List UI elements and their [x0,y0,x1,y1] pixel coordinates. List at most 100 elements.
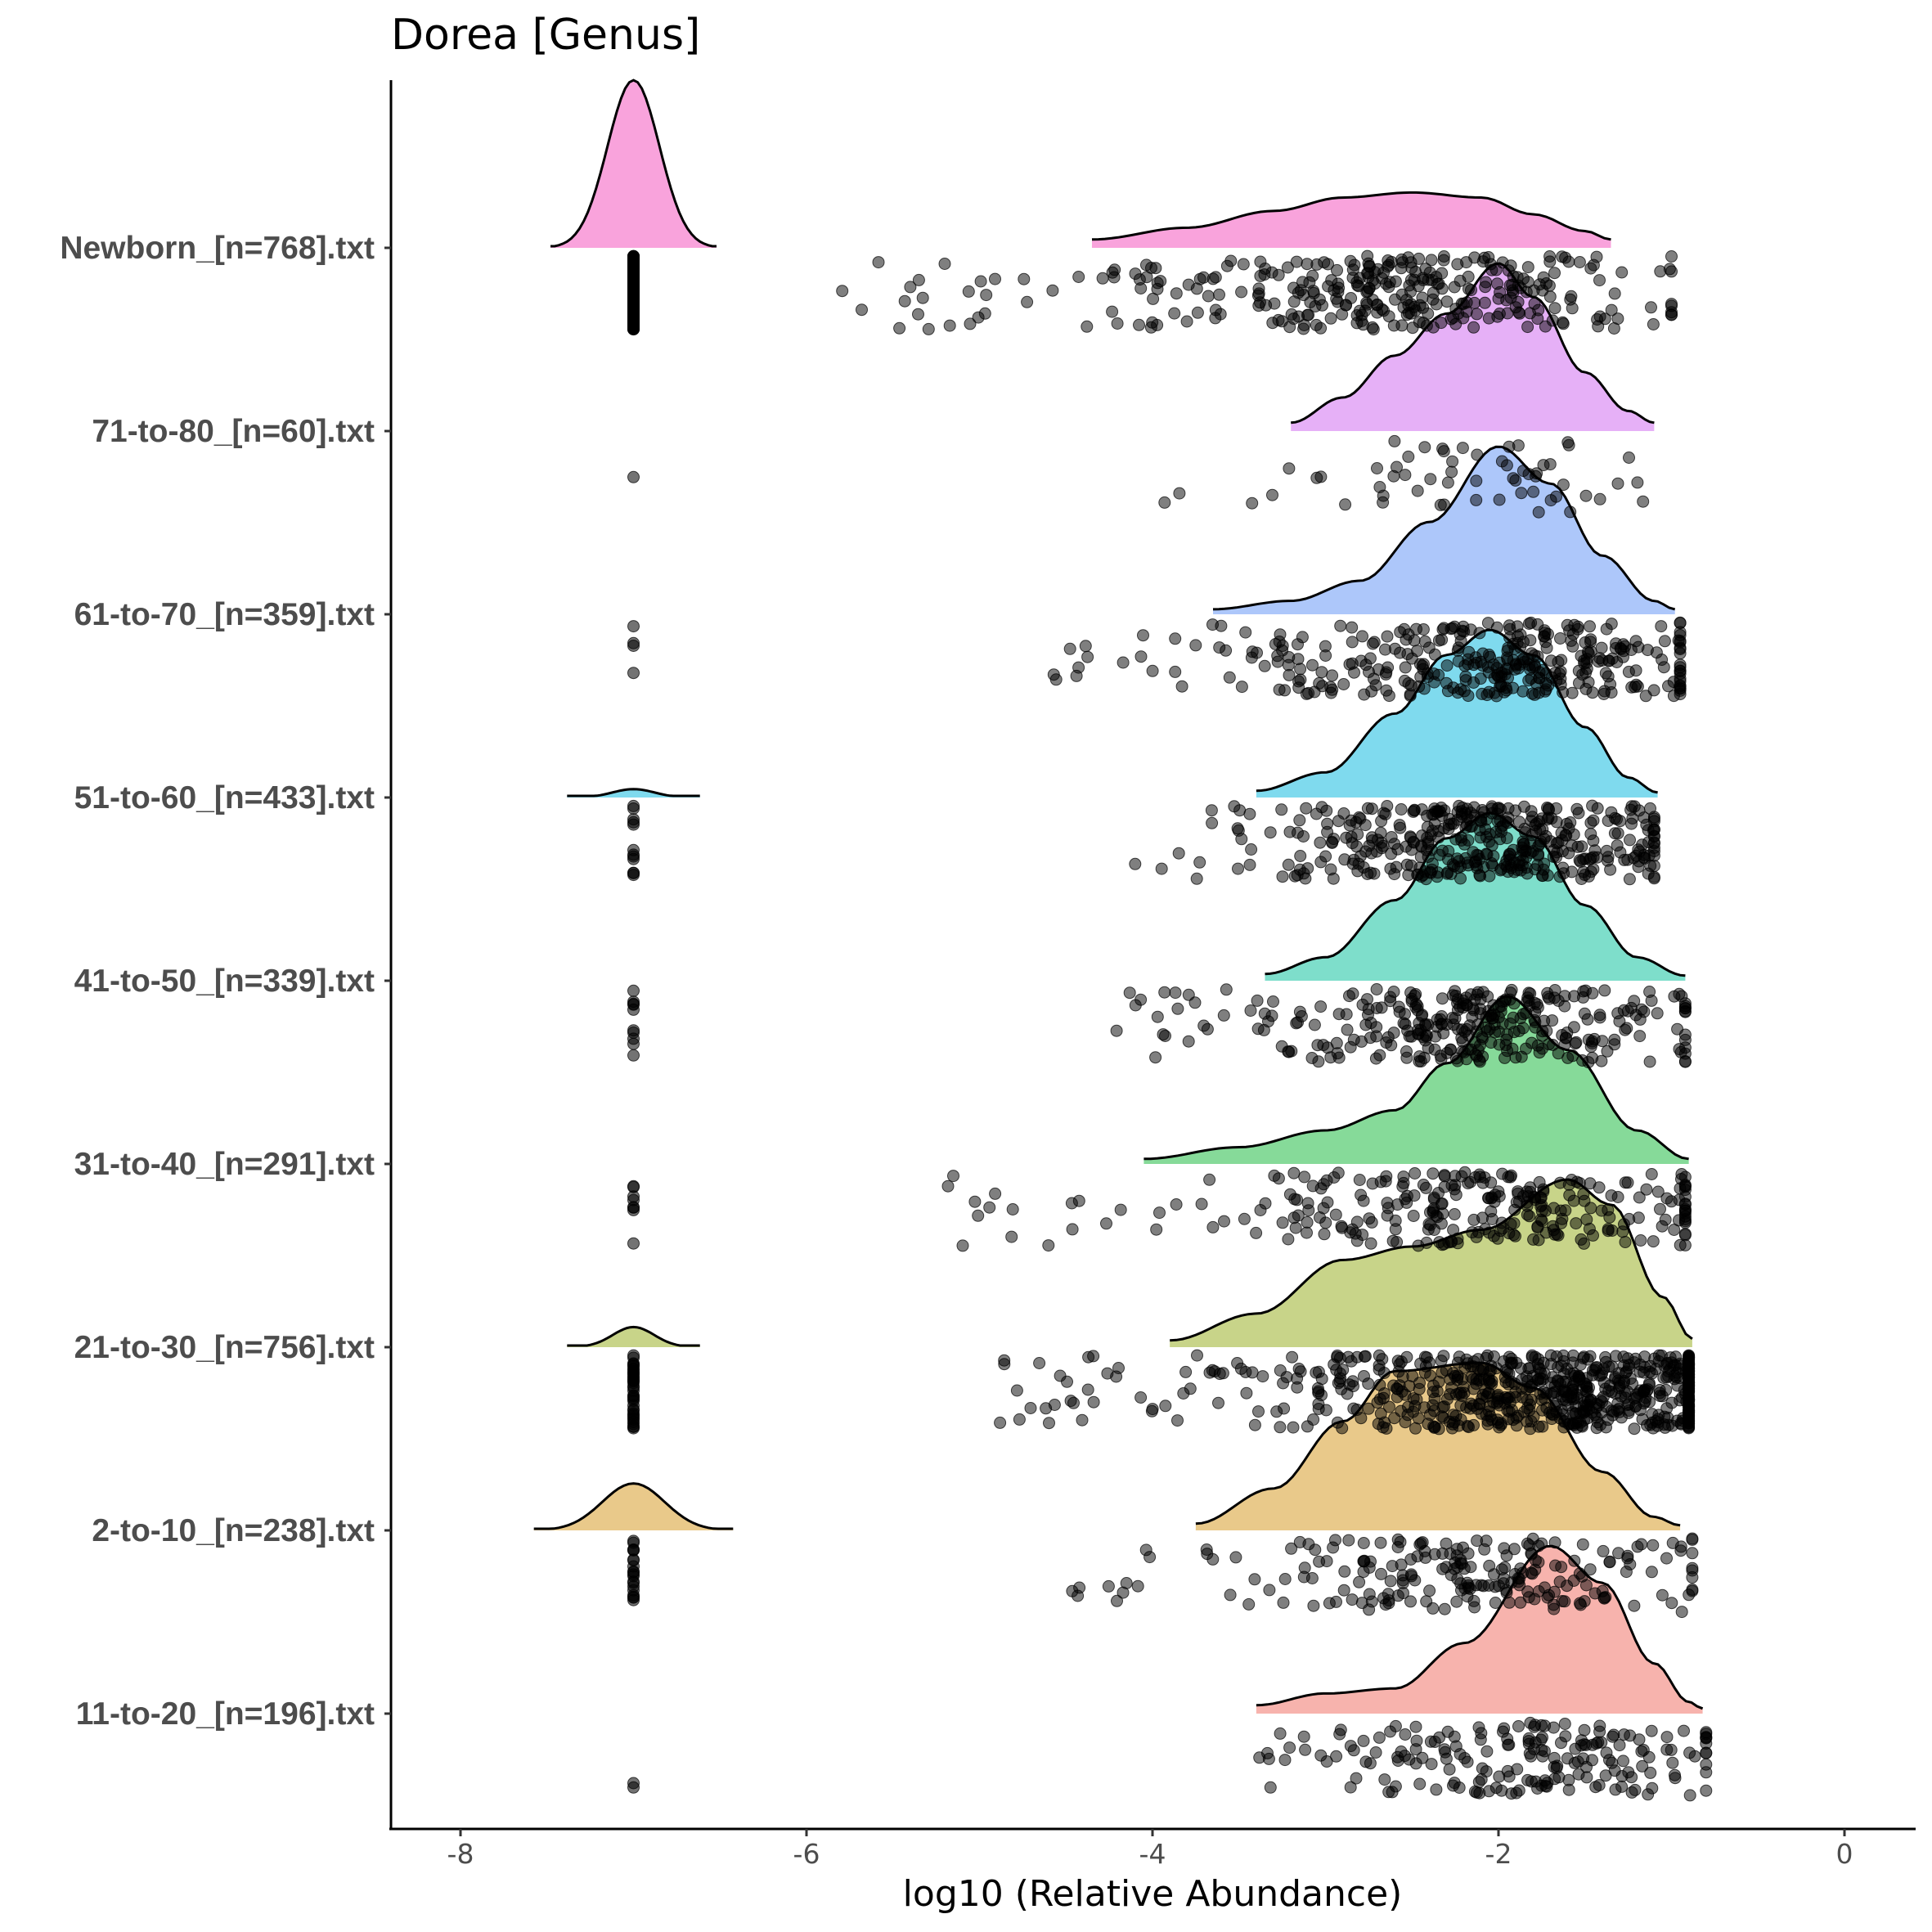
data-point [1342,1534,1355,1547]
data-point [1240,1386,1253,1400]
data-point [1381,630,1394,643]
data-point [1584,851,1597,865]
y-tick-label: 71-to-80_[n=60].txt [92,414,375,449]
data-point [1479,1223,1492,1236]
data-point [1482,251,1495,263]
data-point [1531,1220,1544,1233]
data-point [1380,684,1393,697]
data-point [1422,641,1436,654]
data-point [983,1201,996,1214]
data-point [1521,1394,1534,1407]
data-point [1555,1561,1568,1574]
data-point [1336,1221,1349,1234]
data-point [1301,1226,1313,1239]
data-point [1462,270,1475,283]
data-point [1619,1176,1632,1189]
data-point [1584,828,1597,841]
data-point [1567,1575,1580,1587]
data-point [1654,265,1667,278]
data-point [1555,1217,1568,1229]
data-point [1292,675,1305,688]
data-point [1637,495,1650,508]
data-point [1440,676,1453,690]
data-point [1609,1783,1622,1796]
data-point [1623,873,1636,886]
data-point [1420,1595,1433,1608]
zero-point [627,984,640,997]
data-point [1630,1391,1643,1404]
data-point [1595,1736,1608,1749]
data-point [1081,320,1094,333]
data-point [1566,640,1579,653]
data-point [1619,1023,1632,1036]
data-point [1371,833,1384,847]
data-point [1343,990,1355,1003]
data-point [1531,650,1544,663]
data-point [1326,669,1339,682]
data-point [1197,271,1210,284]
data-point [1388,868,1401,881]
zero-point [627,1543,640,1557]
data-point [1282,1045,1295,1058]
data-point [1523,1210,1536,1223]
data-point [1220,644,1233,657]
data-point [1536,1420,1549,1433]
data-point [1365,1215,1378,1229]
data-point [941,1179,955,1193]
data-point [1560,817,1573,830]
data-point [1645,1168,1658,1180]
data-point [1575,840,1588,853]
data-point [1633,804,1646,817]
data-point [1380,1422,1393,1435]
data-point [1369,1746,1382,1759]
data-point [1292,1209,1305,1222]
data-point [1274,1421,1287,1434]
data-point [1171,1414,1184,1427]
data-point [1395,1558,1408,1571]
data-point [1265,1009,1278,1022]
data-point [1537,459,1550,472]
zero-point [627,998,640,1011]
data-point [1013,1413,1026,1426]
data-point [1285,1542,1298,1555]
data-point [1151,1010,1164,1023]
data-point [1422,835,1435,848]
zero-point [627,1237,640,1250]
data-point [1371,462,1383,474]
data-point [1379,643,1391,656]
data-point [1238,1212,1251,1225]
data-point [1472,1776,1485,1789]
data-point [1112,1362,1125,1374]
data-point [1576,1538,1589,1551]
data-point [1263,1584,1276,1597]
data-point [1395,1746,1408,1758]
data-point [1642,836,1655,849]
data-point [1427,1404,1440,1418]
data-point [1568,618,1581,631]
data-point [1449,1179,1462,1192]
data-point [1458,1562,1471,1575]
data-point [1638,1383,1651,1396]
data-point [1674,661,1687,674]
data-point [1347,1402,1360,1415]
data-point [1448,1208,1461,1220]
data-point [1512,439,1525,452]
density-outline-31-to-40-n-291-txt [1143,995,1689,1161]
data-point [1514,628,1527,641]
data-point [1666,1536,1679,1549]
data-point [1355,308,1368,321]
data-point [1471,308,1483,321]
data-point [1592,655,1605,668]
data-point [1609,1371,1622,1384]
data-point [1466,1226,1479,1239]
data-point [1369,1052,1382,1065]
data-point [1228,800,1241,813]
data-point [1577,1752,1590,1765]
x-tick-label: 0 [1836,1838,1853,1870]
data-point [1605,303,1618,317]
data-point [1063,642,1076,655]
data-point [1540,641,1553,654]
data-point [1628,1422,1641,1436]
data-point [1370,1030,1383,1043]
